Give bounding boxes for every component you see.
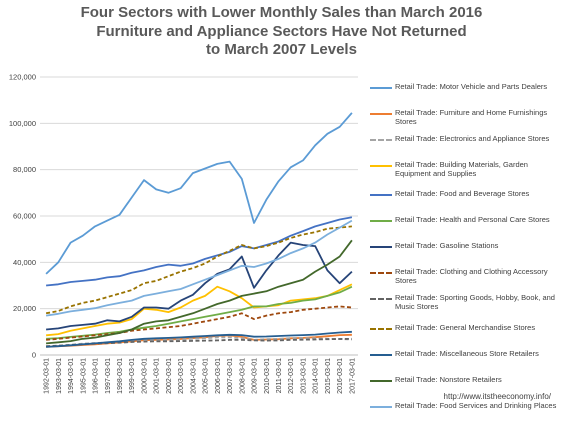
x-tick-label: 2009-03-01 [252, 358, 259, 394]
series-line [46, 336, 352, 348]
x-tick-label: 2006-03-01 [215, 358, 222, 394]
chart-title-line: to March 2007 Levels [206, 41, 357, 58]
series-line [45, 219, 353, 317]
line-chart: 0 20,000 40,000 60,000 80,000 100,000 120,000 1… [9, 73, 358, 394]
legend-item: Retail Trade: Motor Vehicle and Parts De… [370, 82, 563, 108]
legend-swatch [370, 87, 392, 89]
legend-item: Retail Trade: Sporting Goods, Hobby, Boo… [370, 293, 563, 319]
legend-item: Retail Trade: Miscellaneous Store Retail… [370, 349, 563, 375]
x-tick-label: 1996-03-01 [93, 358, 100, 394]
legend-label: Retail Trade: Clothing and Clothing Acce… [395, 267, 548, 285]
x-tick-label: 1994-03-01 [68, 358, 75, 394]
y-tick-label: 40,000 [13, 258, 36, 267]
legend-label: Retail Trade: Furniture and Home Furnish… [395, 108, 548, 126]
legend-swatch [370, 380, 392, 382]
y-tick-label: 120,000 [9, 73, 36, 82]
legend-swatch [370, 139, 392, 141]
x-tick-label: 1993-03-01 [56, 358, 63, 394]
legend-item: Retail Trade: Building Materials, Garden… [370, 160, 563, 186]
legend-label: Retail Trade: Food and Beverage Stores [395, 189, 530, 198]
legend-label: Retail Trade: Gasoline Stations [395, 241, 499, 250]
x-tick-label: 2017-03-01 [349, 358, 356, 394]
series-line [46, 330, 352, 348]
legend-label: Retail Trade: Electronics and Appliance … [395, 134, 550, 143]
x-tick-label: 2011-03-01 [276, 358, 283, 393]
legend-swatch [370, 406, 392, 408]
series-line [46, 337, 352, 348]
x-tick-label: 2015-03-01 [325, 358, 332, 394]
legend-label: Retail Trade: Food Services and Drinking… [395, 401, 557, 410]
legend-item: Retail Trade: Food and Beverage Stores [370, 189, 563, 215]
legend-item: Retail Trade: Clothing and Clothing Acce… [370, 267, 563, 293]
x-tick-label: 2008-03-01 [239, 358, 246, 394]
chart-title: Four Sectors with Lower Monthly Sales th… [0, 4, 563, 60]
legend-swatch [370, 165, 392, 167]
x-tick-label: 2016-03-01 [337, 358, 344, 394]
y-tick-label: 100,000 [9, 119, 36, 128]
legend-swatch [370, 298, 392, 300]
y-tick-label: 0 [32, 351, 36, 360]
series-line [45, 112, 353, 275]
legend-item: Retail Trade: Food Services and Drinking… [370, 401, 563, 427]
x-tick-label: 1998-03-01 [117, 358, 124, 394]
x-tick-label: 2007-03-01 [227, 358, 234, 394]
legend-label: Retail Trade: Building Materials, Garden… [395, 160, 528, 178]
x-tick-label: 1999-03-01 [129, 358, 136, 394]
x-tick-label: 2003-03-01 [178, 358, 185, 394]
legend-item: Retail Trade: General Merchandise Stores [370, 323, 563, 349]
x-tick-label: 2012-03-01 [288, 358, 295, 394]
legend-label: Retail Trade: Motor Vehicle and Parts De… [395, 82, 548, 91]
series-line [46, 241, 353, 331]
legend-item: Retail Trade: Furniture and Home Furnish… [370, 108, 563, 134]
legend-swatch [370, 272, 392, 274]
source-url: http://www.itstheeconomy.info/ [443, 392, 551, 401]
series-line [45, 225, 352, 315]
legend-swatch [370, 328, 392, 330]
chart-title-line: Furniture and Appliance Sectors Have Not… [96, 22, 467, 40]
legend-label: Retail Trade: Nonstore Retailers [395, 375, 502, 384]
legend-swatch [370, 113, 392, 115]
x-tick-label: 2013-03-01 [300, 358, 307, 394]
x-tick-label: 2001-03-01 [154, 358, 161, 394]
x-tick-label: 1992-03-01 [44, 358, 51, 394]
y-tick-label: 20,000 [13, 304, 36, 313]
series-line [46, 285, 353, 340]
x-tick-label: 1995-03-01 [80, 358, 87, 394]
x-tick-label: 2000-03-01 [141, 358, 148, 394]
x-tick-label: 2014-03-01 [313, 358, 320, 394]
legend-item: Retail Trade: Nonstore Retailers [370, 375, 563, 401]
legend-label: Retail Trade: Miscellaneous Store Retail… [395, 349, 539, 358]
y-tick-label: 60,000 [13, 212, 36, 221]
legend-swatch [370, 354, 392, 356]
series-line [46, 239, 353, 345]
x-tick-label: 2005-03-01 [203, 358, 210, 394]
series-line [46, 283, 353, 337]
legend-label: Retail Trade: Health and Personal Care S… [395, 215, 550, 224]
legend-swatch [370, 220, 392, 222]
x-tick-label: 2004-03-01 [190, 358, 197, 394]
series-line [46, 216, 353, 287]
legend-item: Retail Trade: Gasoline Stations [370, 241, 563, 267]
legend-item: Retail Trade: Electronics and Appliance … [370, 134, 563, 160]
x-tick-label: 2002-03-01 [166, 358, 173, 394]
x-tick-label: 1997-03-01 [105, 358, 112, 394]
legend-label: Retail Trade: Sporting Goods, Hobby, Boo… [395, 293, 555, 311]
legend-item: Retail Trade: Health and Personal Care S… [370, 215, 563, 241]
legend-label: Retail Trade: General Merchandise Stores [395, 323, 536, 332]
x-tick-label: 2010-03-01 [264, 358, 271, 394]
y-tick-label: 80,000 [13, 165, 36, 174]
chart-title-line: Four Sectors with Lower Monthly Sales th… [80, 4, 483, 21]
legend-swatch [370, 194, 392, 196]
legend-swatch [370, 246, 392, 248]
